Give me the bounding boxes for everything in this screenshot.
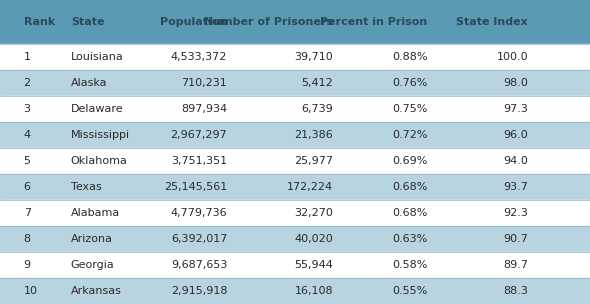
Text: 55,944: 55,944 — [294, 260, 333, 270]
Text: 93.7: 93.7 — [503, 182, 528, 192]
Text: 6: 6 — [24, 182, 31, 192]
Text: 16,108: 16,108 — [295, 286, 333, 296]
Text: 6,392,017: 6,392,017 — [171, 234, 227, 244]
Text: 3,751,351: 3,751,351 — [171, 156, 227, 166]
Bar — [0, 96, 590, 122]
Text: 92.3: 92.3 — [503, 208, 528, 218]
Text: 0.63%: 0.63% — [392, 234, 428, 244]
Text: 5: 5 — [24, 156, 31, 166]
Text: Rank: Rank — [24, 17, 55, 27]
Text: Arizona: Arizona — [71, 234, 113, 244]
Text: Population: Population — [160, 17, 227, 27]
Text: 25,145,561: 25,145,561 — [164, 182, 227, 192]
Text: 7: 7 — [24, 208, 31, 218]
Text: Louisiana: Louisiana — [71, 52, 123, 62]
Bar — [0, 70, 590, 96]
Text: 0.55%: 0.55% — [392, 286, 428, 296]
Bar — [0, 278, 590, 304]
Bar — [0, 226, 590, 252]
Text: 89.7: 89.7 — [503, 260, 528, 270]
Text: 97.3: 97.3 — [503, 104, 528, 114]
Text: 21,386: 21,386 — [294, 130, 333, 140]
Text: 9,687,653: 9,687,653 — [171, 260, 227, 270]
Text: 5,412: 5,412 — [301, 78, 333, 88]
Text: 0.68%: 0.68% — [392, 182, 428, 192]
Text: Alabama: Alabama — [71, 208, 120, 218]
Text: 88.3: 88.3 — [503, 286, 528, 296]
Text: 2,967,297: 2,967,297 — [171, 130, 227, 140]
Text: 0.68%: 0.68% — [392, 208, 428, 218]
Text: 4: 4 — [24, 130, 31, 140]
Text: 710,231: 710,231 — [181, 78, 227, 88]
Bar — [0, 44, 590, 70]
Text: Texas: Texas — [71, 182, 101, 192]
Text: 0.88%: 0.88% — [392, 52, 428, 62]
Bar — [0, 122, 590, 148]
Text: Delaware: Delaware — [71, 104, 123, 114]
Text: Percent in Prison: Percent in Prison — [320, 17, 428, 27]
Text: 0.72%: 0.72% — [392, 130, 428, 140]
Bar — [0, 174, 590, 200]
Text: 9: 9 — [24, 260, 31, 270]
Text: State Index: State Index — [456, 17, 528, 27]
Text: 94.0: 94.0 — [503, 156, 528, 166]
Text: 8: 8 — [24, 234, 31, 244]
Text: 4,779,736: 4,779,736 — [171, 208, 227, 218]
Text: Georgia: Georgia — [71, 260, 114, 270]
Text: State: State — [71, 17, 104, 27]
Text: 0.76%: 0.76% — [392, 78, 428, 88]
Text: 90.7: 90.7 — [503, 234, 528, 244]
Bar — [0, 0, 590, 44]
Text: 4,533,372: 4,533,372 — [171, 52, 227, 62]
Text: 897,934: 897,934 — [181, 104, 227, 114]
Text: Number of Prisoners: Number of Prisoners — [204, 17, 333, 27]
Bar — [0, 200, 590, 226]
Text: 25,977: 25,977 — [294, 156, 333, 166]
Text: Arkansas: Arkansas — [71, 286, 122, 296]
Text: 100.0: 100.0 — [496, 52, 528, 62]
Text: 96.0: 96.0 — [503, 130, 528, 140]
Text: 98.0: 98.0 — [503, 78, 528, 88]
Text: 0.69%: 0.69% — [392, 156, 428, 166]
Text: 40,020: 40,020 — [294, 234, 333, 244]
Text: 172,224: 172,224 — [287, 182, 333, 192]
Text: 32,270: 32,270 — [294, 208, 333, 218]
Bar — [0, 148, 590, 174]
Text: Mississippi: Mississippi — [71, 130, 130, 140]
Bar — [0, 252, 590, 278]
Text: 0.58%: 0.58% — [392, 260, 428, 270]
Text: 39,710: 39,710 — [294, 52, 333, 62]
Text: Alaska: Alaska — [71, 78, 107, 88]
Text: Oklahoma: Oklahoma — [71, 156, 127, 166]
Text: 1: 1 — [24, 52, 31, 62]
Text: 3: 3 — [24, 104, 31, 114]
Text: 2,915,918: 2,915,918 — [171, 286, 227, 296]
Text: 0.75%: 0.75% — [392, 104, 428, 114]
Text: 10: 10 — [24, 286, 38, 296]
Text: 6,739: 6,739 — [301, 104, 333, 114]
Text: 2: 2 — [24, 78, 31, 88]
